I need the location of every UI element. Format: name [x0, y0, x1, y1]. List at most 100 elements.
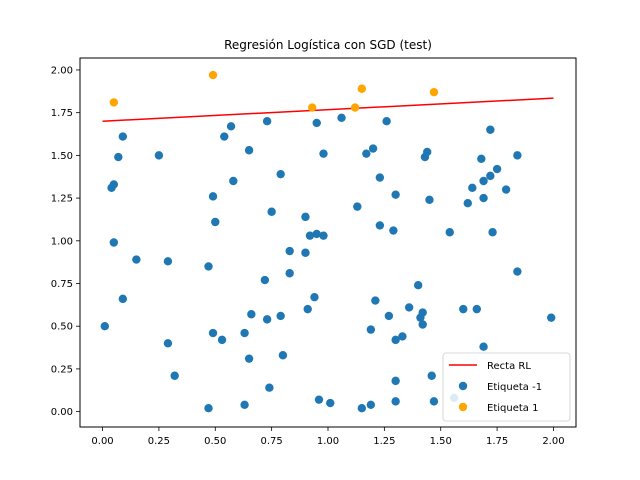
y-tick-label: 0.50	[51, 322, 73, 333]
scatter-point	[459, 304, 468, 314]
scatter-point	[308, 103, 317, 112]
x-tick-label: 1.25	[373, 436, 395, 447]
scatter-point	[468, 183, 477, 193]
scatter-point	[391, 376, 400, 386]
scatter-point	[276, 311, 285, 321]
scatter-point	[260, 275, 270, 285]
scatter-point	[208, 328, 218, 338]
scatter-point	[413, 281, 423, 290]
legend-label: Etiqueta 1	[487, 403, 538, 414]
scatter-point	[479, 342, 488, 351]
regression-line	[102, 97, 554, 122]
scatter-point	[429, 397, 439, 406]
scatter-point	[170, 371, 179, 380]
scatter-point	[305, 231, 315, 240]
scatter-point	[326, 398, 335, 408]
scatter-point	[118, 294, 128, 304]
scatter-point	[204, 404, 213, 413]
y-tick-label: 0.00	[51, 407, 73, 418]
scatter-point	[109, 180, 119, 189]
x-tick-label: 1.50	[430, 436, 452, 447]
legend-label: Etiqueta -1	[487, 382, 542, 393]
x-tick-label: 0.00	[91, 436, 113, 447]
scatter-point	[350, 103, 360, 112]
scatter-point	[382, 117, 391, 126]
scatter-point	[109, 238, 119, 247]
scatter-point	[429, 87, 439, 97]
scatter-point	[118, 132, 128, 141]
scatter-point	[418, 308, 427, 317]
scatter-point	[384, 311, 394, 321]
x-tick-label: 0.25	[148, 436, 170, 447]
y-tick-label: 1.00	[51, 236, 73, 247]
scatter-point	[312, 229, 321, 239]
scatter-point	[423, 147, 432, 157]
legend-marker-swatch	[458, 381, 468, 391]
scatter-point	[240, 400, 249, 409]
scatter-point	[267, 207, 276, 216]
scatter-point	[211, 217, 220, 227]
scatter-point	[262, 315, 272, 324]
legend-label: Recta RL	[487, 361, 531, 372]
scatter-point	[391, 397, 400, 406]
x-tick-label: 2.00	[542, 436, 564, 447]
scatter-point	[154, 151, 164, 160]
y-tick-label: 1.50	[51, 151, 73, 162]
scatter-point	[362, 149, 371, 158]
scatter-point	[366, 400, 376, 409]
scatter-point	[492, 164, 502, 174]
scatter-point	[391, 190, 400, 199]
scatter-point	[114, 152, 123, 162]
scatter-point	[445, 228, 454, 237]
scatter-point	[513, 151, 522, 160]
x-tick-label: 0.75	[261, 436, 283, 447]
scatter-point	[479, 193, 488, 203]
scatter-point	[278, 351, 288, 360]
scatter-point	[463, 199, 472, 208]
scatter-point	[427, 371, 436, 380]
y-tick-label: 0.75	[51, 279, 73, 290]
scatter-point	[501, 185, 511, 194]
scatter-point	[301, 248, 310, 257]
scatter-point	[479, 176, 488, 186]
scatter-point	[163, 257, 173, 266]
chart-title: Regresión Logística con SGD (test)	[224, 38, 432, 52]
scatter-point	[486, 171, 495, 181]
x-axis: 0.00 0.25 0.50 0.75 1.00 1.25 1.50 1.75 2.00	[91, 427, 565, 447]
scatter-point	[357, 84, 367, 93]
scatter-point	[366, 325, 376, 334]
scatter-point	[285, 269, 294, 278]
plot-marks	[100, 70, 556, 413]
scatter-point	[204, 262, 213, 271]
scatter-point	[425, 195, 434, 204]
scatter-point	[240, 328, 249, 338]
scatter-point	[319, 149, 328, 158]
scatter-point	[371, 296, 380, 305]
scatter-point	[262, 117, 272, 126]
scatter-point	[375, 173, 385, 182]
scatter-point	[488, 228, 497, 237]
x-tick-label: 0.50	[204, 436, 226, 447]
scatter-point	[208, 192, 218, 201]
scatter-point	[357, 404, 367, 413]
y-tick-label: 2.00	[51, 65, 73, 76]
y-tick-label: 1.75	[51, 108, 73, 119]
scatter-point	[301, 212, 310, 222]
scatter-point	[285, 246, 294, 256]
scatter-point	[208, 70, 218, 80]
scatter-point	[217, 335, 227, 345]
legend-box	[442, 352, 571, 422]
scatter-point	[312, 118, 321, 128]
scatter-point	[244, 146, 254, 155]
scatter-point	[477, 154, 486, 163]
scatter-point	[100, 322, 110, 331]
scatter-point	[404, 303, 414, 312]
legend-marker-swatch	[458, 402, 468, 412]
scatter-point	[472, 304, 481, 314]
y-tick-label: 1.25	[51, 194, 73, 205]
scatter-point	[418, 320, 427, 329]
scatter-point	[319, 231, 328, 240]
scatter-point	[229, 176, 238, 186]
scatter-point	[109, 98, 119, 107]
